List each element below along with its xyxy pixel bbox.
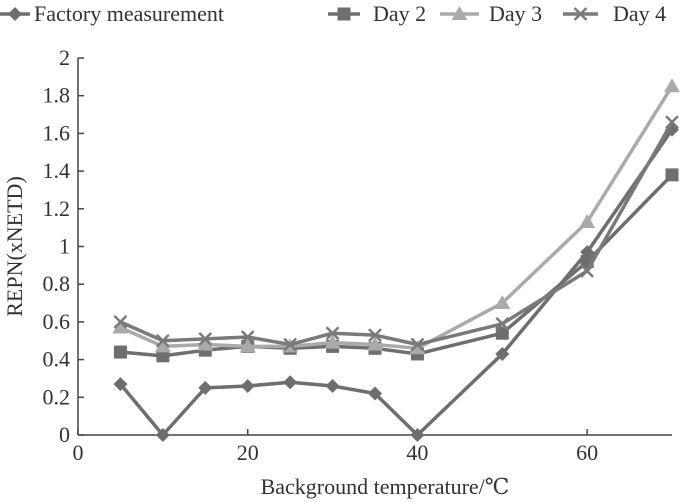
data-point-day-3 (324, 334, 341, 349)
data-point-factory-measurement (325, 378, 340, 393)
legend-marker (337, 7, 351, 21)
data-point-day-3 (239, 338, 256, 353)
x-tick-label: 0 (73, 440, 84, 465)
data-point-day-3 (664, 78, 680, 93)
legend-marker (573, 7, 588, 21)
data-point-factory-measurement (240, 378, 255, 393)
data-point-day-2 (113, 345, 127, 359)
series-line-day-4 (119, 121, 674, 347)
legend-marker (8, 7, 22, 21)
legend-item: Day 4 (563, 1, 666, 26)
data-point-day-3 (494, 295, 511, 310)
plot-series (112, 78, 680, 442)
data-point-day-3 (367, 336, 383, 351)
data-point-day-3 (409, 340, 426, 355)
data-point-factory-measurement (495, 346, 510, 361)
x-axis-title: Background temperature/℃ (261, 474, 510, 499)
y-tick-label: 0 (59, 422, 70, 447)
legend-marker (451, 6, 468, 20)
y-tick-label: 1.6 (43, 120, 71, 145)
data-point-factory-measurement (410, 428, 425, 442)
x-tick-label: 60 (576, 440, 598, 465)
legend-item: Day 3 (440, 1, 542, 26)
data-point-day-2 (665, 168, 679, 182)
y-tick-label: 1.2 (43, 196, 71, 221)
y-tick-label: 1.8 (43, 83, 71, 108)
data-point-day-4 (240, 330, 255, 344)
x-tick-label: 20 (237, 440, 259, 465)
data-point-factory-measurement (368, 386, 382, 401)
data-point-day-2 (156, 349, 170, 363)
y-tick-label: 0.2 (43, 384, 71, 409)
data-point-day-4 (155, 333, 170, 348)
data-point-factory-measurement (155, 428, 170, 442)
series-line-day-3 (119, 85, 674, 351)
data-point-day-3 (579, 213, 596, 228)
legend-item: Factory measurement (0, 1, 224, 26)
series-day-3 (112, 78, 680, 355)
data-point-day-4 (113, 315, 128, 329)
y-tick-label: 1.4 (43, 158, 71, 183)
data-point-day-3 (197, 336, 214, 351)
data-point-day-3 (154, 338, 171, 353)
y-ticks: 0 0.2 0.4 0.6 0.8 1 1.2 1.4 1.6 1.8 2 (43, 45, 84, 447)
data-point-factory-measurement (113, 377, 128, 392)
y-tick-label: 2 (59, 45, 70, 70)
data-point-factory-measurement (198, 380, 213, 395)
data-point-day-4 (580, 264, 595, 278)
y-tick-label: 1 (59, 234, 70, 259)
data-point-factory-measurement (283, 375, 298, 390)
data-point-day-4 (495, 316, 510, 331)
data-point-day-4 (283, 337, 298, 352)
axes (77, 58, 672, 436)
series-factory-measurement (113, 122, 679, 442)
y-tick-label: 0.6 (43, 309, 71, 334)
series-day-4 (113, 115, 679, 352)
x-tick-label: 40 (406, 440, 428, 465)
legend-label: Factory measurement (34, 1, 224, 26)
legend-label: Day 4 (613, 1, 666, 26)
data-point-day-2 (495, 326, 509, 340)
data-point-day-4 (198, 331, 213, 346)
legend: Factory measurement Day 2 Day 3 Day 4 (0, 1, 666, 26)
data-point-day-4 (410, 337, 425, 352)
y-tick-label: 0.4 (43, 347, 71, 372)
legend-item: Day 2 (328, 1, 426, 26)
data-point-factory-measurement (665, 122, 679, 137)
legend-label: Day 2 (373, 1, 426, 26)
series-day-2 (113, 168, 679, 363)
data-point-day-3 (112, 319, 129, 334)
y-tick-label: 0.8 (43, 271, 71, 296)
data-point-day-4 (368, 328, 382, 342)
legend-label: Day 3 (489, 1, 542, 26)
data-point-day-4 (665, 115, 679, 129)
y-axis-title: REPN(xNETD) (2, 176, 27, 317)
data-point-day-4 (325, 326, 340, 341)
x-ticks: 0 20 40 60 (73, 429, 598, 465)
